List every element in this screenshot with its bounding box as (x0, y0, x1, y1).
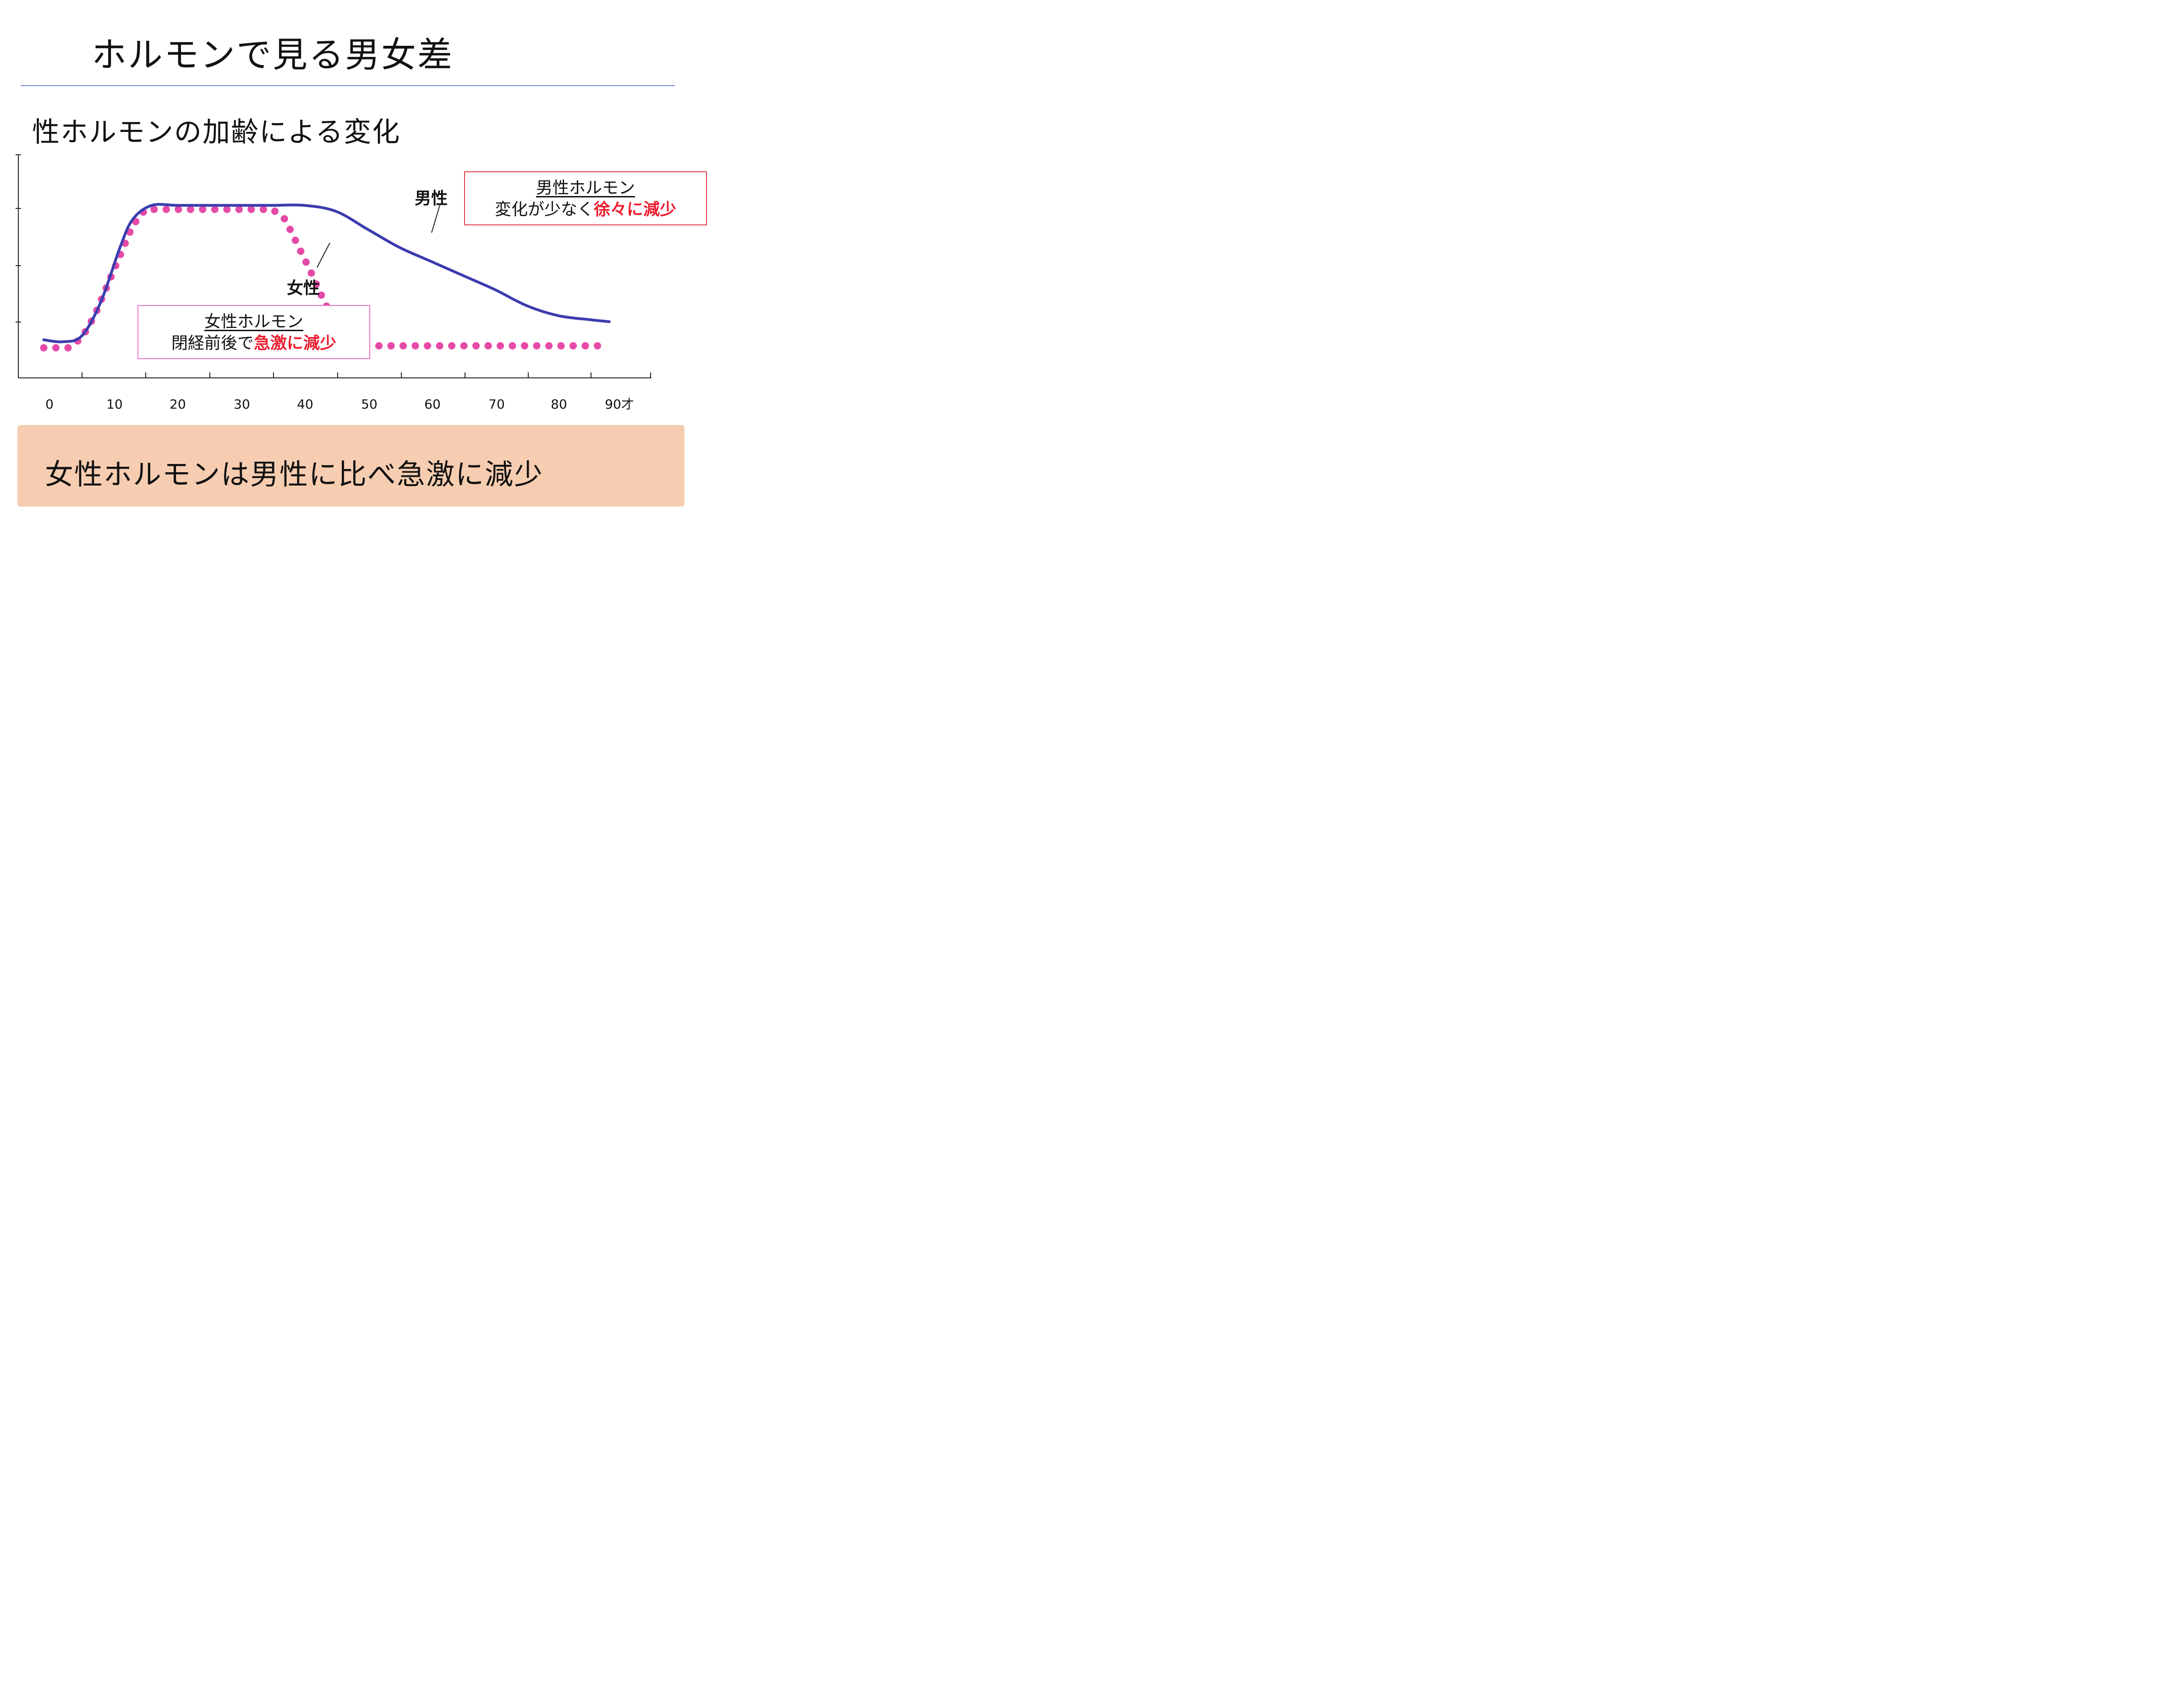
female-dot (175, 206, 182, 213)
female-dot (52, 344, 60, 352)
label-leader-lines (317, 205, 440, 268)
female-dot (307, 269, 315, 277)
male-series (42, 203, 611, 344)
female-dot (387, 342, 395, 349)
x-tick-label: 40 (297, 397, 313, 412)
female-dot (472, 342, 480, 349)
x-tick-label: 90才 (605, 397, 634, 412)
female-dot (424, 342, 432, 349)
female-dot (448, 342, 456, 349)
female-dot (280, 215, 288, 223)
male-series-label: 男性 (415, 189, 448, 208)
female-dot (318, 291, 325, 299)
female-dot (223, 206, 231, 213)
female-dot (509, 342, 516, 349)
female-dot (545, 342, 553, 349)
conclusion-banner (17, 425, 684, 507)
male-leader-line (431, 205, 440, 233)
male-callout-highlight: 徐々に減少 (594, 200, 677, 219)
female-dot (199, 206, 207, 213)
male-callout-prefix: 変化が少なく (494, 200, 594, 219)
female-dot (297, 247, 305, 255)
female-dot (186, 206, 194, 213)
x-tick-label: 50 (361, 397, 378, 412)
chart-axes (16, 154, 651, 378)
male-callout-body: 変化が少なく徐々に減少 (465, 199, 706, 221)
female-callout-body: 閉経前後で急激に減少 (138, 333, 369, 355)
x-tick-label: 20 (170, 397, 186, 412)
female-dot (271, 207, 279, 215)
female-dot (291, 236, 299, 244)
page-title: ホルモンで見る男女差 (92, 34, 454, 75)
x-tick-label: 30 (234, 397, 250, 412)
title-divider (21, 85, 675, 86)
female-dot (286, 225, 294, 233)
female-hormone-callout: 女性ホルモン 閉経前後で急激に減少 (137, 305, 370, 359)
female-dot (581, 342, 589, 349)
female-dot (436, 342, 443, 349)
female-dot (557, 342, 565, 349)
female-dot (521, 342, 529, 349)
female-dot (64, 344, 72, 352)
female-dot (460, 342, 468, 349)
x-tick-label: 60 (424, 397, 441, 412)
x-tick-label: 70 (488, 397, 505, 412)
female-dot (150, 206, 158, 213)
female-dot (594, 342, 602, 349)
x-tick-label: 10 (106, 397, 123, 412)
x-tick-label: 80 (551, 397, 567, 412)
chart-subtitle: 性ホルモンの加齢による変化 (32, 116, 401, 148)
female-dot (40, 344, 48, 352)
x-tick-labels: 0 10 20 30 40 50 60 70 80 90才 (45, 397, 634, 412)
female-dot (211, 206, 219, 213)
female-dot (235, 206, 243, 213)
conclusion-text: 女性ホルモンは男性に比べ急激に減少 (45, 458, 544, 491)
female-callout-highlight: 急激に減少 (254, 333, 337, 353)
female-dot (411, 342, 419, 349)
female-dot (497, 342, 504, 349)
female-dot (375, 342, 383, 349)
male-callout-heading: 男性ホルモン (536, 179, 635, 197)
male-hormone-callout: 男性ホルモン 変化が少なく徐々に減少 (464, 171, 707, 225)
female-callout-heading: 女性ホルモン (204, 312, 303, 331)
female-dot (400, 342, 407, 349)
female-leader-line (317, 242, 330, 268)
male-line (42, 203, 611, 344)
female-dot (484, 342, 492, 349)
female-dot (312, 280, 320, 288)
female-dot (302, 258, 310, 266)
female-dot (162, 206, 170, 213)
hormone-age-chart: 0 10 20 30 40 50 60 70 80 90才 (16, 154, 651, 412)
female-dot (569, 342, 577, 349)
female-dot (247, 206, 255, 213)
female-dot (259, 206, 267, 213)
female-dot (533, 342, 541, 349)
female-callout-prefix: 閉経前後で (171, 333, 254, 353)
x-tick-label: 0 (45, 397, 54, 412)
female-series-label: 女性 (287, 279, 320, 298)
